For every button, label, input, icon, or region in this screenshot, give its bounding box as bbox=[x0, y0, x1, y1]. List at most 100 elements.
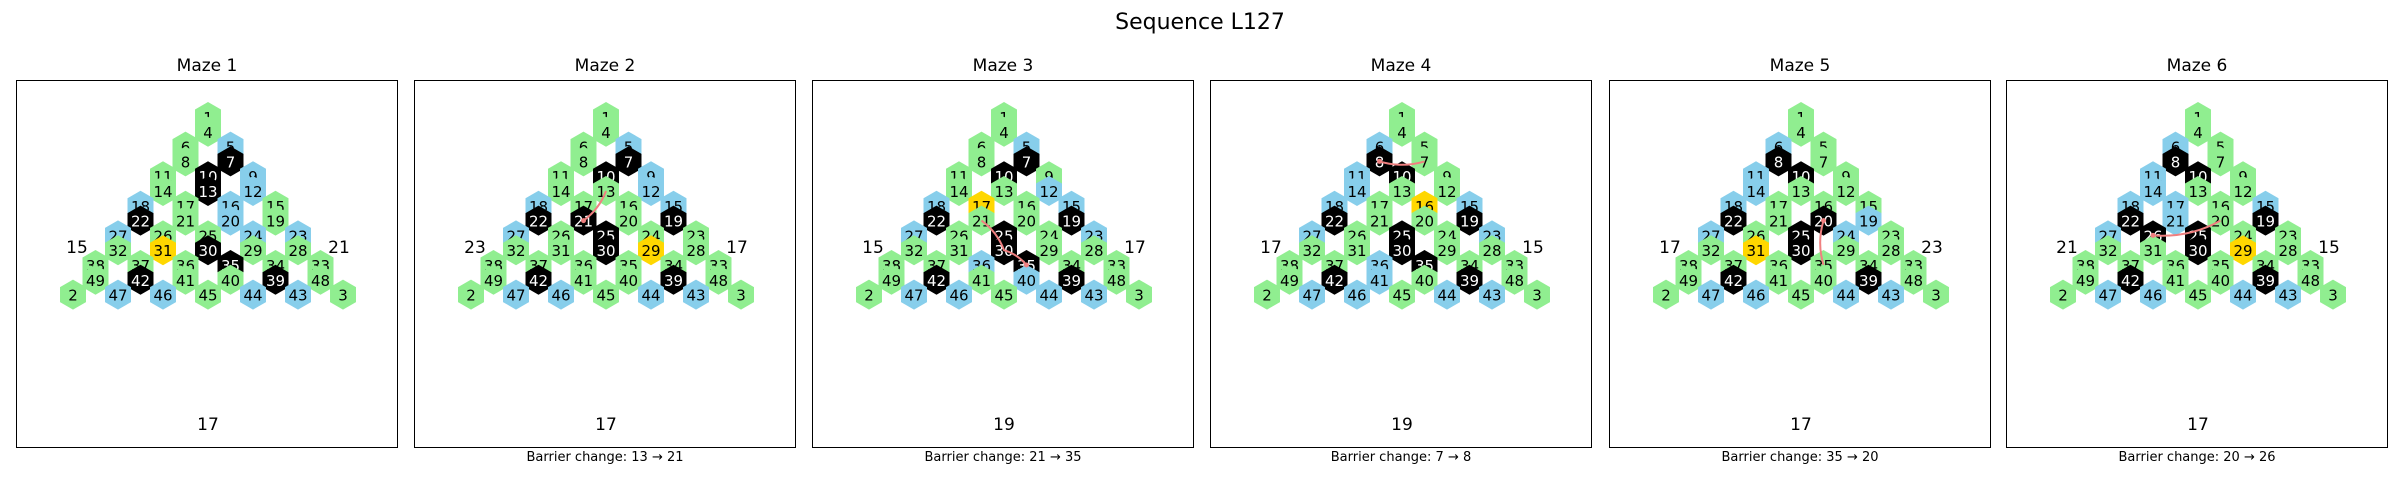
hex-cell-7: 7 bbox=[615, 146, 642, 177]
hex-shape bbox=[2230, 176, 2256, 206]
hex-number: 40 bbox=[2211, 272, 2230, 290]
hex-cell-7: 7 bbox=[1810, 146, 1837, 177]
hex-number: 2 bbox=[864, 287, 874, 305]
hex-shape bbox=[1855, 205, 1882, 236]
hex-shape bbox=[217, 264, 244, 295]
hex-cell-49: 49 bbox=[82, 264, 109, 295]
hex-number: 49 bbox=[1280, 272, 1299, 290]
hex-cell-45: 45 bbox=[991, 279, 1017, 310]
hex-cell-43: 43 bbox=[1878, 279, 1904, 310]
hex-number: 40 bbox=[221, 272, 240, 290]
hex-cell-7: 7 bbox=[217, 146, 244, 177]
barrier-change-caption: Barrier change: 35 → 20 bbox=[1721, 450, 1879, 465]
hex-shape bbox=[1743, 176, 1769, 206]
hex-number: 32 bbox=[2098, 242, 2117, 260]
hex-shape bbox=[923, 264, 950, 295]
hex-cell-22: 22 bbox=[127, 205, 154, 236]
hex-cell-43: 43 bbox=[2275, 279, 2301, 310]
hex-number: 28 bbox=[1881, 242, 1900, 260]
hex-number: 39 bbox=[2256, 272, 2275, 290]
hex-shape bbox=[968, 146, 995, 177]
hex-number: 7 bbox=[1022, 153, 1032, 171]
hex-number: 44 bbox=[1836, 287, 1855, 305]
hex-shape bbox=[330, 279, 356, 310]
hex-shape bbox=[991, 116, 1017, 147]
hex-cell-31: 31 bbox=[150, 235, 176, 266]
hex-shape bbox=[1788, 176, 1814, 206]
hex-cell-41: 41 bbox=[968, 264, 995, 295]
hex-cell-31: 31 bbox=[946, 235, 972, 266]
hex-cell-12: 12 bbox=[1434, 176, 1460, 206]
side-label-right: 15 bbox=[2318, 238, 2340, 258]
hex-number: 31 bbox=[949, 242, 968, 260]
hex-cell-14: 14 bbox=[1344, 176, 1370, 206]
hex-number: 45 bbox=[1791, 287, 1810, 305]
hex-cell-43: 43 bbox=[683, 279, 709, 310]
hex-number: 19 bbox=[1859, 213, 1878, 231]
hex-cell-47: 47 bbox=[1698, 279, 1724, 310]
hex-number: 43 bbox=[686, 287, 705, 305]
hex-cell-28: 28 bbox=[2275, 235, 2301, 266]
hex-cell-42: 42 bbox=[127, 264, 154, 295]
hex-number: 32 bbox=[506, 242, 525, 260]
maze-board: 1465871110914131218171615222120192726252… bbox=[60, 102, 356, 310]
hex-cell-20: 20 bbox=[615, 205, 642, 236]
hex-shape bbox=[525, 205, 552, 236]
hex-number: 49 bbox=[484, 272, 503, 290]
hex-number: 22 bbox=[529, 213, 548, 231]
hex-shape bbox=[127, 264, 154, 295]
hex-shape bbox=[1833, 235, 1859, 266]
hex-shape bbox=[1321, 205, 1348, 236]
hex-cell-41: 41 bbox=[2162, 264, 2189, 295]
path-end-marker bbox=[1024, 262, 1029, 268]
hex-shape bbox=[1878, 235, 1904, 266]
hex-cell-48: 48 bbox=[705, 264, 732, 295]
hex-shape bbox=[1081, 235, 1107, 266]
hex-cell-40: 40 bbox=[615, 264, 642, 295]
hex-cell-28: 28 bbox=[1081, 235, 1107, 266]
hex-shape bbox=[946, 279, 972, 310]
hex-shape bbox=[923, 205, 950, 236]
hex-number: 40 bbox=[619, 272, 638, 290]
hex-number: 14 bbox=[153, 183, 172, 201]
hex-number: 14 bbox=[2143, 183, 2162, 201]
hex-cell-43: 43 bbox=[1081, 279, 1107, 310]
hex-number: 48 bbox=[1904, 272, 1923, 290]
barrier-change-path bbox=[582, 190, 607, 222]
hex-cell-48: 48 bbox=[1103, 264, 1130, 295]
hex-cell-48: 48 bbox=[1900, 264, 1927, 295]
hex-shape bbox=[1501, 264, 1528, 295]
hex-shape bbox=[1698, 235, 1724, 266]
maze-title: Maze 5 bbox=[1769, 56, 1831, 76]
side-label-bottom: 17 bbox=[1790, 415, 1812, 435]
hex-shape bbox=[1524, 279, 1550, 310]
hex-cell-4: 4 bbox=[195, 116, 221, 147]
hex-shape bbox=[901, 235, 927, 266]
hex-shape bbox=[217, 205, 244, 236]
hex-cell-44: 44 bbox=[1833, 279, 1859, 310]
barrier-change-caption: Barrier change: 7 → 8 bbox=[1330, 450, 1472, 465]
hex-number: 48 bbox=[311, 272, 330, 290]
path-end-marker bbox=[581, 218, 586, 224]
hex-cell-30: 30 bbox=[195, 235, 221, 266]
hex-shape bbox=[2252, 264, 2279, 295]
hex-cell-31: 31 bbox=[1344, 235, 1370, 266]
hex-number: 3 bbox=[1931, 287, 1941, 305]
hex-number: 41 bbox=[1769, 272, 1788, 290]
hex-shape bbox=[2207, 146, 2234, 177]
hex-number: 42 bbox=[131, 272, 150, 290]
hex-number: 47 bbox=[506, 287, 525, 305]
hex-cell-21: 21 bbox=[1765, 205, 1792, 236]
hex-cell-30: 30 bbox=[1788, 235, 1814, 266]
hex-cell-8: 8 bbox=[172, 146, 199, 177]
hex-shape bbox=[1743, 279, 1769, 310]
hex-shape bbox=[2095, 279, 2121, 310]
hex-cell-3: 3 bbox=[1524, 279, 1550, 310]
hex-number: 42 bbox=[529, 272, 548, 290]
hex-cell-8: 8 bbox=[570, 146, 597, 177]
hex-number: 31 bbox=[153, 242, 172, 260]
hex-shape bbox=[1810, 146, 1837, 177]
hex-number: 32 bbox=[904, 242, 923, 260]
hex-shape bbox=[593, 235, 619, 266]
hex-cell-30: 30 bbox=[593, 235, 619, 266]
